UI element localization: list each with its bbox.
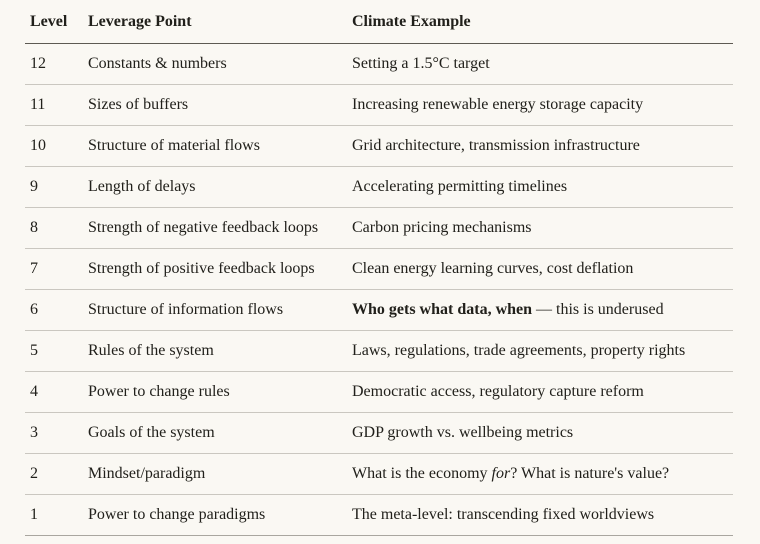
header-row: Level Leverage Point Climate Example: [25, 0, 733, 44]
level-cell: 1: [25, 494, 88, 536]
leverage-points-table: Level Leverage Point Climate Example 12 …: [25, 0, 733, 536]
example-rest-segment: — this is underused: [532, 301, 664, 318]
leverage-cell: Strength of positive feedback loops: [88, 248, 352, 290]
example-pre-segment: What is the economy: [352, 465, 492, 482]
table-row: 8 Strength of negative feedback loops Ca…: [25, 207, 733, 249]
table-row: 3 Goals of the system GDP growth vs. wel…: [25, 412, 733, 454]
table-row: 5 Rules of the system Laws, regulations,…: [25, 330, 733, 372]
level-cell: 3: [25, 412, 88, 454]
leverage-cell: Mindset/paradigm: [88, 453, 352, 495]
leverage-cell: Power to change paradigms: [88, 494, 352, 536]
level-cell: 9: [25, 166, 88, 208]
table-row: 2 Mindset/paradigm What is the economy f…: [25, 453, 733, 495]
leverage-cell: Structure of information flows: [88, 289, 352, 331]
table-row: 10 Structure of material flows Grid arch…: [25, 125, 733, 167]
leverage-cell: Power to change rules: [88, 371, 352, 413]
level-cell: 4: [25, 371, 88, 413]
table-row: 12 Constants & numbers Setting a 1.5°C t…: [25, 43, 733, 85]
level-cell: 2: [25, 453, 88, 495]
leverage-cell: Rules of the system: [88, 330, 352, 372]
example-bold-segment: Who gets what data, when: [352, 301, 533, 318]
leverage-cell: Strength of negative feedback loops: [88, 207, 352, 249]
example-cell: Grid architecture, transmission infrastr…: [352, 125, 733, 167]
table-row: 4 Power to change rules Democratic acces…: [25, 371, 733, 413]
table-row: 6 Structure of information flows Who get…: [25, 289, 733, 331]
level-cell: 7: [25, 248, 88, 290]
example-cell: Democratic access, regulatory capture re…: [352, 371, 733, 413]
leverage-cell: Constants & numbers: [88, 43, 352, 85]
leverage-cell: Goals of the system: [88, 412, 352, 454]
level-cell: 12: [25, 43, 88, 85]
example-italic-segment: for: [491, 465, 511, 482]
level-cell: 6: [25, 289, 88, 331]
example-cell: Setting a 1.5°C target: [352, 43, 733, 85]
example-cell: Accelerating permitting timelines: [352, 166, 733, 208]
example-cell: Increasing renewable energy storage capa…: [352, 84, 733, 126]
level-cell: 10: [25, 125, 88, 167]
level-cell: 11: [25, 84, 88, 126]
level-cell: 8: [25, 207, 88, 249]
example-cell: GDP growth vs. wellbeing metrics: [352, 412, 733, 454]
col-header-level: Level: [25, 0, 88, 44]
example-post-segment: ? What is nature's value?: [510, 465, 670, 482]
leverage-cell: Structure of material flows: [88, 125, 352, 167]
leverage-cell: Sizes of buffers: [88, 84, 352, 126]
col-header-climate-example: Climate Example: [352, 0, 733, 44]
example-cell: What is the economy for? What is nature'…: [352, 453, 733, 495]
table-row: 9 Length of delays Accelerating permitti…: [25, 166, 733, 208]
example-cell: Clean energy learning curves, cost defla…: [352, 248, 733, 290]
example-cell: The meta-level: transcending fixed world…: [352, 494, 733, 536]
table-row: 11 Sizes of buffers Increasing renewable…: [25, 84, 733, 126]
level-cell: 5: [25, 330, 88, 372]
col-header-leverage-point: Leverage Point: [88, 0, 352, 44]
table-row: 1 Power to change paradigms The meta-lev…: [25, 494, 733, 536]
example-cell: Laws, regulations, trade agreements, pro…: [352, 330, 733, 372]
example-cell: Carbon pricing mechanisms: [352, 207, 733, 249]
table-row: 7 Strength of positive feedback loops Cl…: [25, 248, 733, 290]
leverage-cell: Length of delays: [88, 166, 352, 208]
example-cell: Who gets what data, when — this is under…: [352, 289, 733, 331]
